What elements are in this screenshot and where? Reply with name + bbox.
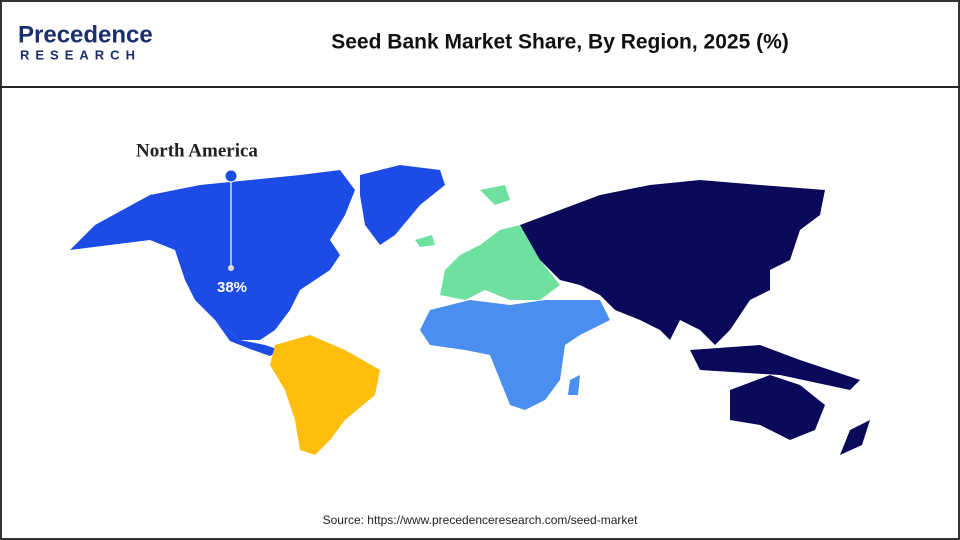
title: Seed Bank Market Share, By Region, 2025 … bbox=[331, 31, 789, 54]
iceland bbox=[415, 235, 435, 247]
callout-anchor bbox=[228, 265, 234, 271]
svalbard bbox=[480, 185, 510, 205]
callout-value: 38% bbox=[217, 279, 247, 296]
greenland bbox=[360, 165, 445, 245]
central-america bbox=[215, 320, 280, 356]
callout-region: North America bbox=[136, 140, 258, 161]
world-map bbox=[70, 165, 870, 455]
logo-tagline: RESEARCH bbox=[20, 47, 141, 62]
australia bbox=[730, 375, 825, 440]
madagascar bbox=[568, 375, 580, 395]
europe bbox=[440, 225, 560, 300]
new-zealand bbox=[840, 420, 870, 455]
asia bbox=[520, 180, 825, 345]
source: Source: https://www.precedenceresearch.c… bbox=[323, 513, 638, 527]
callout-dot bbox=[224, 169, 238, 183]
south-america bbox=[270, 335, 380, 455]
logo-name: Precedence bbox=[18, 21, 153, 48]
north-america bbox=[70, 170, 355, 340]
middle-east-africa bbox=[420, 300, 610, 410]
southeast-asia bbox=[690, 345, 860, 390]
